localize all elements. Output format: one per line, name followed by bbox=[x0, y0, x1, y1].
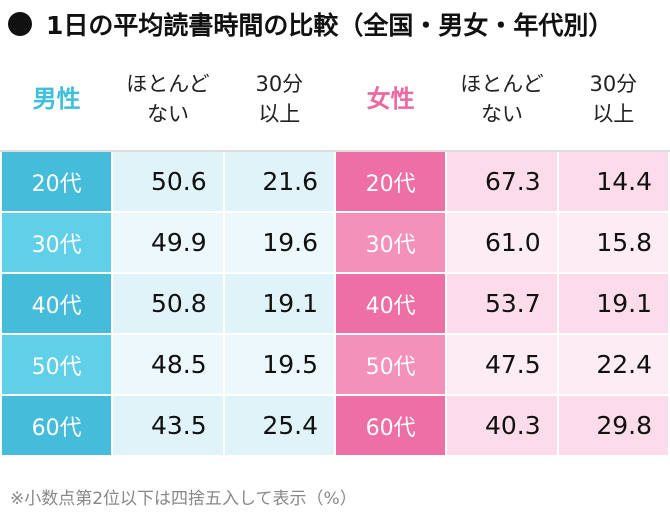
value-cell: 49.9 bbox=[111, 211, 225, 274]
age-cell: 50代 bbox=[0, 333, 114, 396]
value-cell: 19.6 bbox=[222, 211, 336, 274]
header-row: 男性 ほとんど ない 30分 以上 女性 ほとんど ない 30分 以上 bbox=[0, 46, 670, 152]
age-cell: 20代 bbox=[333, 150, 448, 213]
value-cell: 67.3 bbox=[445, 150, 559, 213]
value-cell: 21.6 bbox=[222, 150, 336, 213]
data-row: 50代 48.5 19.5 50代 47.5 22.4 bbox=[0, 333, 670, 396]
header-line: 以上 bbox=[258, 102, 301, 126]
footnote: ※小数点第2位以下は四捨五入して表示（%） bbox=[10, 489, 357, 509]
bullet bbox=[8, 12, 32, 36]
value-cell: 48.5 bbox=[111, 333, 225, 396]
value-cell: 19.1 bbox=[222, 272, 336, 335]
header-line: ほとんど bbox=[126, 72, 210, 96]
header-line: ない bbox=[480, 102, 523, 126]
header-line: 30分 bbox=[255, 72, 304, 96]
value-cell: 53.7 bbox=[445, 272, 559, 335]
reading-table: 男性 ほとんど ない 30分 以上 女性 ほとんど ない 30分 以上 20代 50.6 21.6 20代… bbox=[0, 46, 670, 457]
header-line: ない bbox=[146, 102, 189, 126]
header-cell: 女性 bbox=[333, 46, 448, 152]
value-cell: 40.3 bbox=[445, 394, 559, 457]
header-cell: 30分以上 bbox=[556, 46, 670, 152]
age-cell: 30代 bbox=[333, 211, 448, 274]
title-bar: 1日の平均読書時間の比較（全国・男女・年代別） bbox=[8, 6, 613, 42]
age-cell: 30代 bbox=[0, 211, 114, 274]
value-cell: 15.8 bbox=[556, 211, 670, 274]
header-cell: 男性 bbox=[0, 46, 114, 152]
value-cell: 47.5 bbox=[445, 333, 559, 396]
value-cell: 19.5 bbox=[222, 333, 336, 396]
value-cell: 25.4 bbox=[222, 394, 336, 457]
value-cell: 19.1 bbox=[556, 272, 670, 335]
value-cell: 50.6 bbox=[111, 150, 225, 213]
data-row: 20代 50.6 21.6 20代 67.3 14.4 bbox=[0, 150, 670, 213]
header-line: 30分 bbox=[589, 72, 638, 96]
value-cell: 61.0 bbox=[445, 211, 559, 274]
header-line: ほとんど bbox=[460, 72, 544, 96]
header-line: 女性 bbox=[366, 85, 415, 113]
data-row: 30代 49.9 19.6 30代 61.0 15.8 bbox=[0, 211, 670, 274]
header-line: 男性 bbox=[32, 85, 81, 113]
age-cell: 40代 bbox=[333, 272, 448, 335]
table-body: 男性 ほとんど ない 30分 以上 女性 ほとんど ない 30分 以上 20代 50.6 21.6 20代… bbox=[0, 46, 670, 457]
header-line: 以上 bbox=[592, 102, 635, 126]
header-cell: ほとんど ない bbox=[111, 46, 225, 152]
header-cell: 30分以上 bbox=[222, 46, 336, 152]
value-cell: 29.8 bbox=[556, 394, 670, 457]
value-cell: 43.5 bbox=[111, 394, 225, 457]
age-cell: 20代 bbox=[0, 150, 114, 213]
age-cell: 60代 bbox=[333, 394, 448, 457]
value-cell: 14.4 bbox=[556, 150, 670, 213]
value-cell: 50.8 bbox=[111, 272, 225, 335]
title: 1日の平均読書時間の比較（全国・男女・年代別） bbox=[46, 11, 614, 40]
age-cell: 40代 bbox=[0, 272, 114, 335]
age-cell: 60代 bbox=[0, 394, 114, 457]
header-cell: ほとんど ない bbox=[445, 46, 559, 152]
age-cell: 50代 bbox=[333, 333, 448, 396]
data-row: 60代 43.5 25.4 60代 40.3 29.8 bbox=[0, 394, 670, 457]
data-row: 40代 50.8 19.1 40代 53.7 19.1 bbox=[0, 272, 670, 335]
value-cell: 22.4 bbox=[556, 333, 670, 396]
